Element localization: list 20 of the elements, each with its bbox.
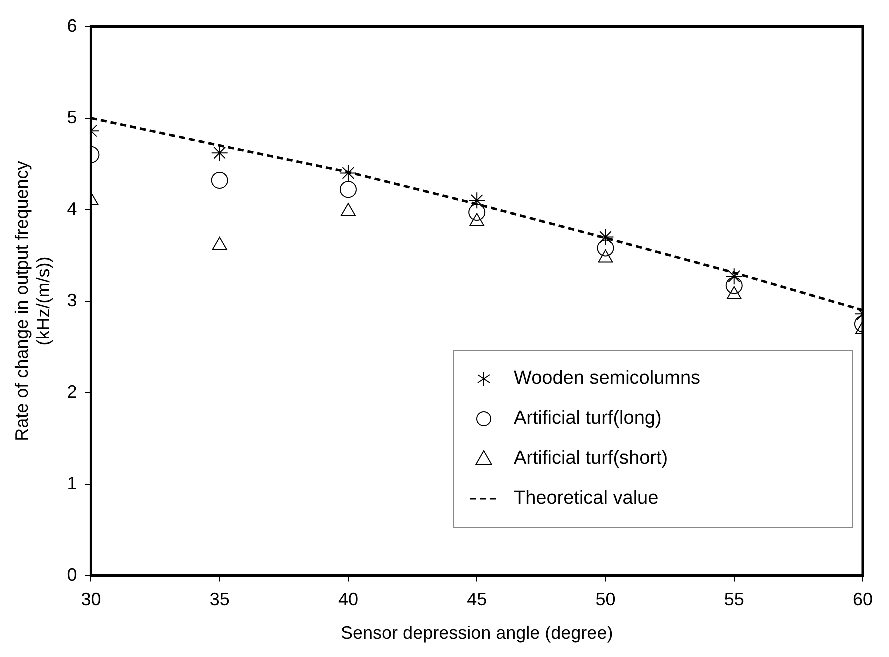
legend-label: Theoretical value — [514, 486, 659, 511]
x-tick-label: 60 — [852, 590, 874, 610]
x-tick-label: 50 — [596, 590, 616, 610]
x-tick-label: 40 — [338, 590, 358, 610]
y-tick-label: 3 — [67, 290, 78, 310]
y-tick-label: 2 — [67, 382, 78, 402]
x-tick-label: 45 — [467, 590, 488, 610]
y-tick-label: 0 — [67, 564, 78, 585]
y-tick-label: 4 — [67, 198, 78, 219]
y-tick-label: 6 — [67, 16, 78, 36]
y-axis-title: Rate of change in output frequency (kHz/(m/s)) — [12, 161, 54, 442]
x-tick-label: 35 — [210, 590, 230, 610]
y-tick-label: 1 — [67, 473, 78, 494]
x-axis-title: Sensor depression angle (degree) — [341, 623, 614, 644]
legend-label: Artificial turf(short) — [514, 446, 668, 471]
x-tick-label: 30 — [81, 590, 102, 610]
legend-label: Wooden semicolumns — [514, 366, 701, 391]
x-tick-label: 55 — [724, 590, 744, 610]
legend-label: Artificial turf(long) — [514, 406, 662, 431]
y-tick-label: 5 — [67, 107, 78, 128]
